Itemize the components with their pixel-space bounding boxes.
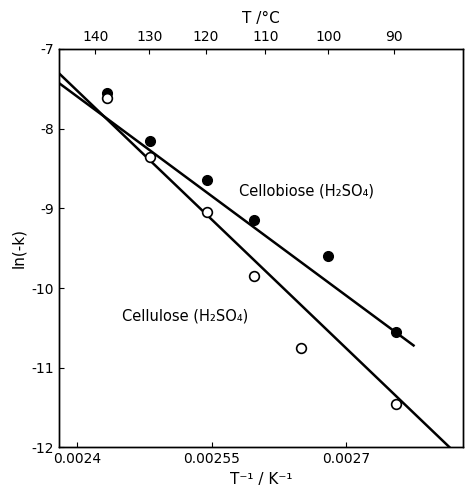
Text: Cellobiose (H₂SO₄): Cellobiose (H₂SO₄) [238, 183, 374, 198]
X-axis label: T /°C: T /°C [242, 11, 280, 26]
Y-axis label: ln(-k): ln(-k) [11, 228, 26, 268]
X-axis label: T⁻¹ / K⁻¹: T⁻¹ / K⁻¹ [230, 472, 292, 487]
Text: Cellulose (H₂SO₄): Cellulose (H₂SO₄) [122, 308, 248, 323]
